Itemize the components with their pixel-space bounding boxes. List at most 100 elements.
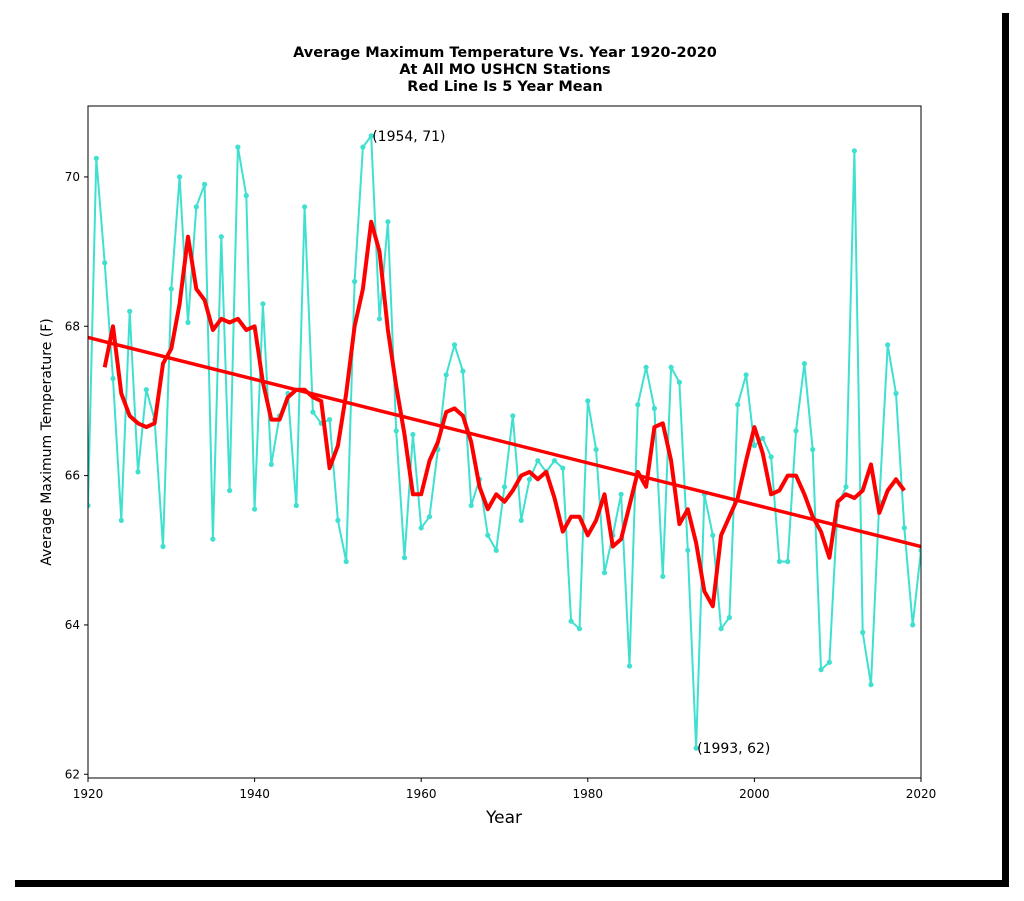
annual-point — [893, 390, 899, 397]
annual-point — [643, 364, 649, 370]
annual-point — [310, 409, 316, 415]
annual-point — [118, 517, 124, 524]
annual-point — [468, 502, 474, 509]
five-year-mean-line — [102, 219, 906, 609]
annual-point — [168, 286, 174, 292]
annual-point — [768, 454, 774, 460]
annual-point — [660, 573, 666, 580]
annual-point — [560, 465, 566, 471]
annual-point — [785, 558, 791, 565]
annual-point — [343, 558, 349, 565]
annual-point — [443, 372, 449, 378]
y-tick-label: 68 — [65, 319, 80, 333]
x-axis-label: Year — [485, 808, 522, 828]
x-tick-label: 1960 — [406, 787, 437, 801]
annual-point — [268, 461, 274, 467]
x-axis: 1920 1940 1960 1980 2000 2020 — [73, 778, 936, 801]
annual-point — [576, 626, 583, 632]
x-tick-label: 1940 — [239, 787, 270, 801]
annual-point — [501, 484, 508, 490]
annual-point — [760, 435, 766, 441]
annual-point — [260, 301, 266, 307]
annual-point — [818, 667, 824, 673]
x-tick-label: 1980 — [573, 787, 604, 801]
annual-point — [826, 659, 833, 665]
annual-point — [335, 517, 341, 524]
annual-point — [88, 502, 91, 509]
annual-point — [535, 458, 541, 464]
annual-point — [177, 174, 183, 180]
annual-point — [710, 532, 716, 538]
annual-point — [193, 204, 199, 210]
annual-point — [127, 308, 133, 314]
annual-point — [910, 622, 916, 628]
annual-point — [327, 417, 333, 423]
y-tick-label: 66 — [65, 469, 80, 483]
annual-point — [302, 204, 308, 210]
annual-point — [376, 316, 383, 322]
chart-title-line-2: At All MO USHCN Stations — [399, 62, 610, 78]
point-annotation: (1954, 71) — [372, 129, 445, 145]
annual-point — [243, 193, 249, 199]
annual-point — [568, 618, 574, 624]
annual-point — [393, 428, 399, 434]
annual-point — [585, 398, 591, 404]
annual-point — [93, 155, 99, 161]
y-axis-label: Average Maximum Temperature (F) — [39, 318, 55, 565]
plot-border — [87, 105, 922, 779]
plot-area — [88, 133, 921, 751]
annual-point — [252, 506, 258, 512]
annual-point — [735, 402, 741, 408]
annual-point — [843, 484, 849, 490]
annual-point — [593, 446, 599, 453]
annual-point — [235, 144, 241, 150]
series-group — [88, 133, 921, 751]
chart-title-line-1: Average Maximum Temperature Vs. Year 192… — [293, 45, 717, 61]
annual-point — [693, 745, 699, 751]
annual-point — [668, 364, 674, 370]
y-tick-label: 70 — [65, 170, 80, 184]
annotations: (1954, 71) (1993, 62) — [372, 129, 770, 757]
annual-point — [401, 555, 408, 561]
annual-point — [751, 443, 758, 449]
x-tick-label: 2000 — [739, 787, 770, 801]
annual-point — [460, 368, 466, 374]
y-tick-label: 64 — [65, 618, 80, 632]
annual-point — [368, 133, 374, 139]
annual-point — [851, 148, 858, 154]
annual-point — [885, 342, 891, 348]
annual-point — [102, 260, 108, 266]
annual-point — [810, 446, 816, 453]
annual-point — [776, 558, 783, 565]
annual-point — [635, 402, 641, 408]
annual-point — [426, 514, 433, 520]
annual-point — [185, 319, 191, 326]
point-annotation: (1993, 62) — [697, 741, 770, 757]
y-tick-label: 62 — [65, 767, 80, 781]
annual-point — [618, 491, 624, 497]
annual-point — [518, 517, 524, 524]
annual-point — [202, 181, 208, 187]
chart-title-line-3: Red Line Is 5 Year Mean — [407, 79, 602, 95]
annual-point — [868, 682, 874, 688]
annual-point — [143, 387, 149, 393]
annual-point — [352, 278, 358, 285]
annual-point — [385, 219, 391, 225]
annual-point — [901, 525, 907, 531]
annual-point — [551, 458, 558, 464]
annual-point — [526, 476, 533, 482]
annual-point — [601, 570, 608, 576]
annual-point — [293, 502, 299, 509]
y-axis: 62 64 66 68 70 — [65, 170, 88, 781]
annual-point — [360, 144, 366, 150]
annual-point — [801, 361, 808, 367]
annual-point — [160, 543, 166, 550]
trend-line — [88, 335, 921, 549]
annual-point — [718, 626, 724, 632]
annual-point — [918, 547, 921, 553]
annual-point — [418, 525, 424, 531]
annual-point — [685, 547, 691, 553]
annual-point — [110, 375, 116, 382]
annual-point — [626, 663, 633, 669]
